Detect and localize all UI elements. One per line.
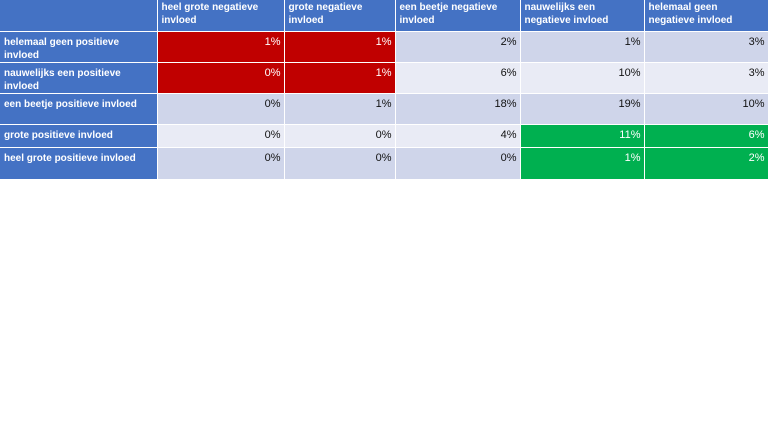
value-cell: 3% [644, 30, 768, 62]
value-cell: 2% [644, 146, 768, 179]
value-cell: 10% [520, 61, 645, 93]
column-header: grote negatieve invloed [284, 0, 396, 31]
value-cell: 0% [157, 123, 285, 147]
table-row: heel grote positieve invloed 0% 0% 0% 1%… [0, 146, 768, 179]
row-header: helemaal geen positieve invloed [0, 30, 158, 62]
value-cell: 1% [157, 30, 285, 62]
matrix-table: heel grote negatieve invloed grote negat… [0, 0, 768, 179]
column-header: heel grote negatieve invloed [157, 0, 285, 31]
table-row: nauwelijks een positieve invloed 0% 1% 6… [0, 61, 768, 93]
value-cell: 4% [395, 123, 521, 147]
value-cell: 11% [520, 123, 645, 147]
row-header: heel grote positieve invloed [0, 146, 158, 179]
value-cell: 1% [520, 30, 645, 62]
value-cell: 18% [395, 92, 521, 124]
value-cell: 0% [157, 92, 285, 124]
value-cell: 0% [284, 123, 396, 147]
table-row: grote positieve invloed 0% 0% 4% 11% 6% [0, 123, 768, 147]
header-row: heel grote negatieve invloed grote negat… [0, 0, 768, 31]
row-header: nauwelijks een positieve invloed [0, 61, 158, 93]
table-row: een beetje positieve invloed 0% 1% 18% 1… [0, 92, 768, 124]
value-cell: 3% [644, 61, 768, 93]
value-cell: 0% [284, 146, 396, 179]
value-cell: 0% [157, 61, 285, 93]
value-cell: 1% [520, 146, 645, 179]
value-cell: 0% [395, 146, 521, 179]
value-cell: 1% [284, 30, 396, 62]
value-cell: 19% [520, 92, 645, 124]
column-header: helemaal geen negatieve invloed [644, 0, 768, 31]
value-cell: 0% [157, 146, 285, 179]
row-header: grote positieve invloed [0, 123, 158, 147]
value-cell: 6% [395, 61, 521, 93]
row-header: een beetje positieve invloed [0, 92, 158, 124]
value-cell: 2% [395, 30, 521, 62]
column-header: nauwelijks een negatieve invloed [520, 0, 645, 31]
value-cell: 10% [644, 92, 768, 124]
value-cell: 1% [284, 92, 396, 124]
value-cell: 1% [284, 61, 396, 93]
column-header: een beetje negatieve invloed [395, 0, 521, 31]
corner-cell [0, 0, 158, 31]
value-cell: 6% [644, 123, 768, 147]
table-row: helemaal geen positieve invloed 1% 1% 2%… [0, 30, 768, 62]
